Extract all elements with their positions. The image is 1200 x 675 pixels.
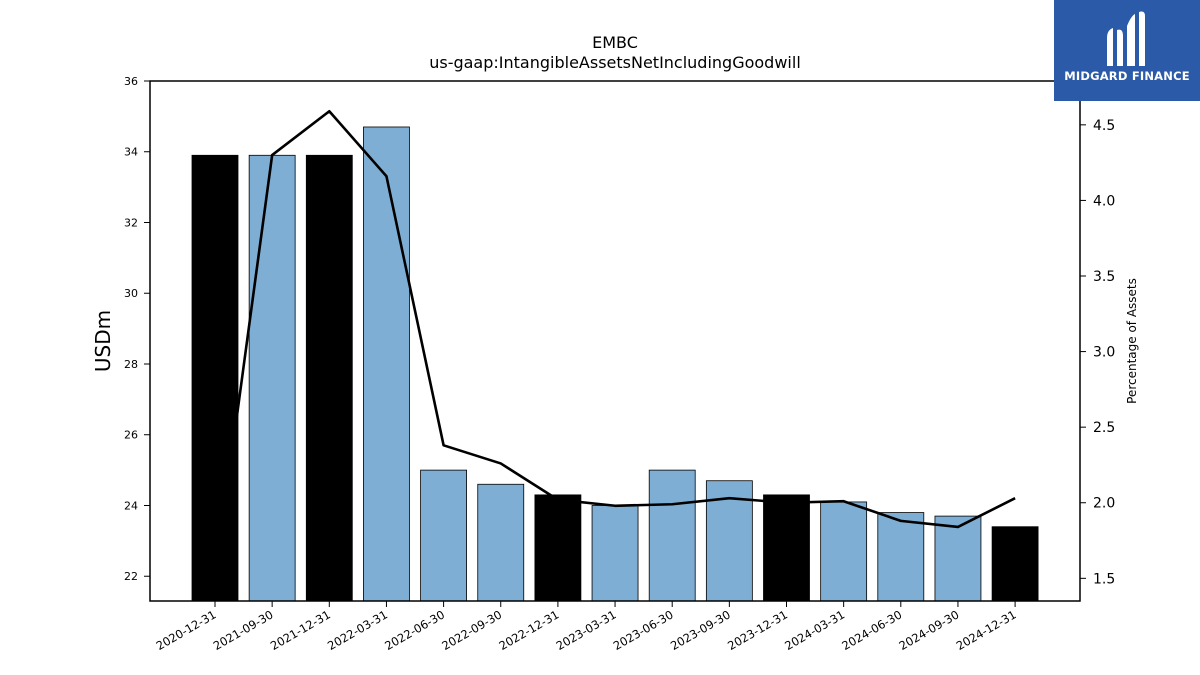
y-tick-label: 24: [124, 499, 138, 512]
logo: MIDGARD FINANCE: [1054, 0, 1200, 101]
percentage-line: [213, 109, 1016, 579]
x-tick-label: 2020-12-31: [154, 607, 219, 653]
left-axis: 22 24 26 28 30 32 34 36: [124, 75, 150, 583]
y-axis-label: USDm: [91, 310, 115, 372]
bar-2024-12-31: [991, 526, 1039, 602]
bar-2022-12-31: [534, 494, 582, 602]
x-tick-label: 2022-06-30: [382, 607, 447, 653]
x-tick-label: 2021-12-31: [268, 607, 333, 653]
x-tick-label: 2023-09-30: [668, 607, 733, 653]
logo-text: MIDGARD FINANCE: [1064, 69, 1190, 83]
x-tick-label: 2024-09-30: [897, 607, 962, 653]
bar-2024-03-31: [820, 501, 868, 602]
y-tick-label: 34: [124, 146, 138, 159]
y2-tick-label: 2.0: [1093, 496, 1115, 512]
y2-tick-label: 3.5: [1093, 269, 1115, 285]
bar-2022-06-30: [420, 469, 468, 602]
x-tick-label: 2022-12-31: [497, 607, 562, 653]
y-tick-label: 22: [124, 570, 138, 583]
x-tick-label: 2021-09-30: [211, 607, 276, 653]
bar-2021-12-31: [305, 154, 353, 602]
y-tick-label: 32: [124, 216, 138, 229]
right-axis: 1.5 2.0 2.5 3.0 3.5 4.0 4.5: [1080, 118, 1115, 587]
y-tick-label: 28: [124, 358, 138, 371]
bar-2021-09-30: [248, 154, 296, 602]
chart-subtitle: us-gaap:IntangibleAssetsNetIncludingGood…: [429, 53, 801, 72]
bar-2023-03-31: [591, 505, 639, 602]
y2-axis-label: Percentage of Assets: [1125, 278, 1139, 404]
bar-2024-06-30: [877, 512, 925, 602]
x-tick-label: 2023-03-31: [554, 607, 619, 653]
bar-2022-03-31: [363, 126, 410, 602]
y2-tick-label: 4.0: [1093, 193, 1115, 209]
x-tick-label: 2023-06-30: [611, 607, 676, 653]
y2-tick-label: 1.5: [1093, 571, 1115, 587]
y-tick-label: 36: [124, 75, 138, 88]
y-tick-label: 30: [124, 287, 138, 300]
x-tick-label: 2024-12-31: [954, 607, 1019, 653]
y2-tick-label: 4.5: [1093, 118, 1115, 134]
bar-2022-09-30: [477, 483, 525, 602]
y2-tick-label: 2.5: [1093, 420, 1115, 436]
bar-2023-12-31: [763, 494, 810, 602]
x-tick-label: 2022-03-31: [325, 607, 390, 653]
x-tick-label: 2023-12-31: [725, 607, 790, 653]
x-tick-label: 2022-09-30: [439, 607, 504, 653]
x-tick-label: 2024-06-30: [839, 607, 904, 653]
x-tick-label: 2024-03-31: [782, 607, 847, 653]
y2-tick-label: 3.0: [1093, 345, 1115, 361]
bar-group: [191, 126, 1039, 602]
bar-2024-09-30: [934, 515, 982, 602]
bar-2020-12-31: [191, 154, 239, 602]
line-layer: [213, 109, 1016, 579]
chart-title: EMBC: [592, 33, 638, 52]
y-tick-label: 26: [124, 429, 138, 442]
logo-mark-icon: [1107, 11, 1145, 67]
bar-2023-06-30: [648, 469, 696, 602]
x-axis: 2020-12-312021-09-302021-12-312022-03-31…: [154, 601, 1019, 653]
